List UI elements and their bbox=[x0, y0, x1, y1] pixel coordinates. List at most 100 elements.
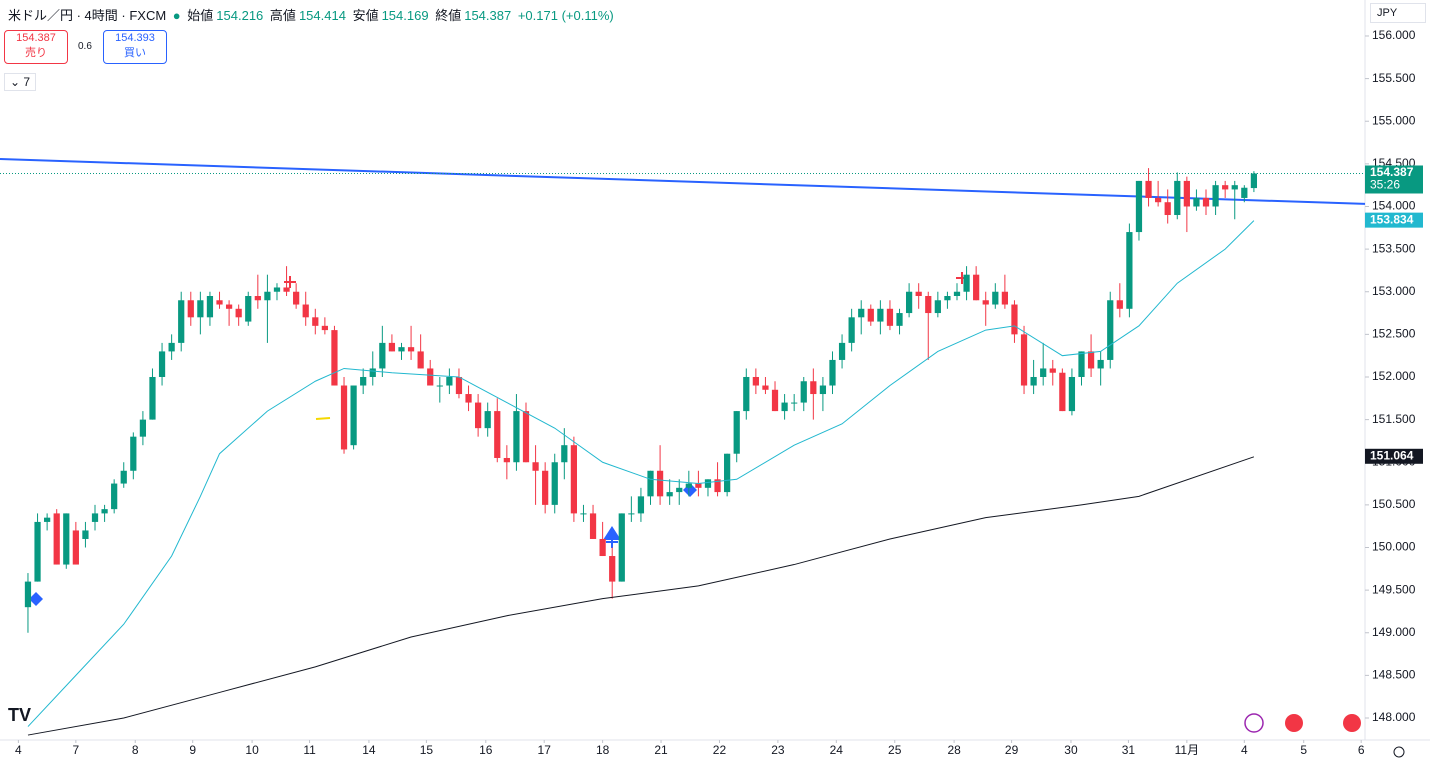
value: 154.414 bbox=[298, 8, 346, 23]
candle-body bbox=[273, 287, 281, 292]
x-tick-label: 17 bbox=[538, 743, 552, 757]
candle-body bbox=[44, 517, 51, 522]
candle-body bbox=[369, 368, 376, 377]
signal-cross bbox=[606, 536, 618, 548]
x-tick-label: 14 bbox=[362, 743, 376, 757]
candle-body bbox=[522, 411, 530, 463]
candle-body bbox=[791, 402, 798, 404]
candle-body bbox=[905, 291, 913, 314]
change: +0.171 (+0.11%) bbox=[517, 8, 614, 23]
indicator-toggle[interactable]: ⌄ 7 bbox=[4, 73, 37, 91]
candle-body bbox=[513, 411, 520, 463]
candle-body bbox=[1222, 185, 1229, 190]
candle-body bbox=[743, 376, 750, 412]
candle-body bbox=[82, 530, 89, 539]
countdown: 35:26 bbox=[1370, 178, 1400, 192]
candle-body bbox=[1078, 351, 1085, 377]
candle-body bbox=[1049, 368, 1056, 373]
y-tick-label: 155.000 bbox=[1372, 113, 1416, 127]
legend: 米ドル／円 · 4時間 · FXCM ● 始値 154.216 高値 154.414… bbox=[8, 5, 617, 24]
candle-body bbox=[293, 291, 300, 305]
x-tick-label: 7 bbox=[73, 743, 80, 757]
x-tick-label: 30 bbox=[1064, 743, 1078, 757]
candle-body bbox=[1040, 368, 1047, 377]
price-label-bg bbox=[1365, 165, 1423, 194]
candle-body bbox=[302, 304, 309, 318]
x-tick-label: 11 bbox=[303, 743, 316, 757]
candle-body bbox=[321, 325, 328, 331]
candle-body bbox=[877, 308, 884, 322]
event-icon bbox=[1244, 713, 1264, 733]
signal-mark bbox=[315, 417, 331, 420]
event-icon bbox=[1343, 714, 1361, 732]
signal-cross bbox=[284, 272, 968, 288]
candle-body bbox=[1059, 372, 1066, 412]
candle-body bbox=[417, 351, 424, 369]
label: 終値 bbox=[435, 8, 462, 23]
candle-body bbox=[197, 300, 204, 318]
ma-line bbox=[27, 456, 1255, 736]
candle-body bbox=[532, 462, 539, 471]
x-tick-label: 6 bbox=[1358, 743, 1365, 757]
y-tick-label: 153.000 bbox=[1372, 284, 1416, 298]
candle-body bbox=[407, 347, 415, 352]
candle-body bbox=[388, 342, 396, 352]
price-label: 151.064 bbox=[1370, 448, 1414, 462]
candle-body bbox=[1030, 376, 1037, 386]
candle-body bbox=[925, 296, 932, 314]
candle-body bbox=[1202, 197, 1210, 207]
candle-body bbox=[656, 470, 664, 497]
candle-body bbox=[973, 274, 980, 301]
x-tick-label: 4 bbox=[1241, 743, 1248, 757]
candle-body bbox=[637, 496, 645, 514]
candle-body bbox=[714, 479, 721, 493]
candle-body bbox=[570, 445, 578, 514]
candle-body bbox=[618, 513, 625, 582]
y-tick-label: 148.000 bbox=[1372, 710, 1416, 724]
y-tick-label: 155.500 bbox=[1372, 71, 1416, 85]
label: 高値 bbox=[269, 8, 296, 23]
candle-body bbox=[982, 300, 989, 305]
candle-body bbox=[360, 376, 367, 386]
y-tick-label: 151.500 bbox=[1372, 412, 1416, 426]
candle-body bbox=[1011, 304, 1018, 335]
event-icon bbox=[1285, 714, 1303, 732]
candle-body bbox=[120, 470, 127, 484]
y-tick-label: 156.000 bbox=[1372, 28, 1416, 42]
price-label: 154.387 bbox=[1370, 165, 1414, 179]
candle-body bbox=[867, 308, 874, 322]
y-tick-label: 153.500 bbox=[1372, 241, 1416, 255]
x-tick-label: 9 bbox=[189, 743, 196, 757]
settings-icon[interactable] bbox=[1393, 746, 1405, 758]
candle-body bbox=[752, 376, 759, 386]
signal-diamond bbox=[29, 592, 43, 606]
candle-body bbox=[225, 304, 233, 309]
candle-body bbox=[465, 394, 472, 403]
candle-body bbox=[896, 313, 903, 326]
currency-select[interactable]: JPY bbox=[1370, 3, 1426, 23]
candle-body bbox=[915, 291, 922, 296]
buy-button[interactable]: 154.393 買い bbox=[103, 30, 167, 64]
sell-button[interactable]: 154.387 売り bbox=[4, 30, 68, 64]
candle-body bbox=[724, 453, 731, 493]
y-tick-label: 152.000 bbox=[1372, 369, 1416, 383]
candle-body bbox=[1155, 197, 1162, 203]
y-tick-label: 149.000 bbox=[1372, 625, 1416, 639]
x-tick-label: 28 bbox=[947, 743, 961, 757]
price-label: 153.834 bbox=[1370, 212, 1414, 226]
candle-body bbox=[503, 457, 510, 463]
candle-body bbox=[379, 342, 386, 369]
symbol: 米ドル／円 · 4時間 · FXCM bbox=[8, 8, 167, 23]
candle-body bbox=[455, 376, 463, 395]
candle-body bbox=[91, 513, 99, 522]
candle-body bbox=[158, 351, 166, 377]
spread: 0.6 bbox=[78, 41, 92, 52]
candle-body bbox=[446, 376, 453, 386]
candle-body bbox=[63, 513, 70, 565]
y-tick-label: 148.500 bbox=[1372, 668, 1416, 682]
candle-body bbox=[1164, 202, 1171, 216]
x-tick-label: 11月 bbox=[1175, 743, 1199, 757]
candle-body bbox=[676, 487, 683, 493]
candle-body bbox=[178, 300, 185, 343]
